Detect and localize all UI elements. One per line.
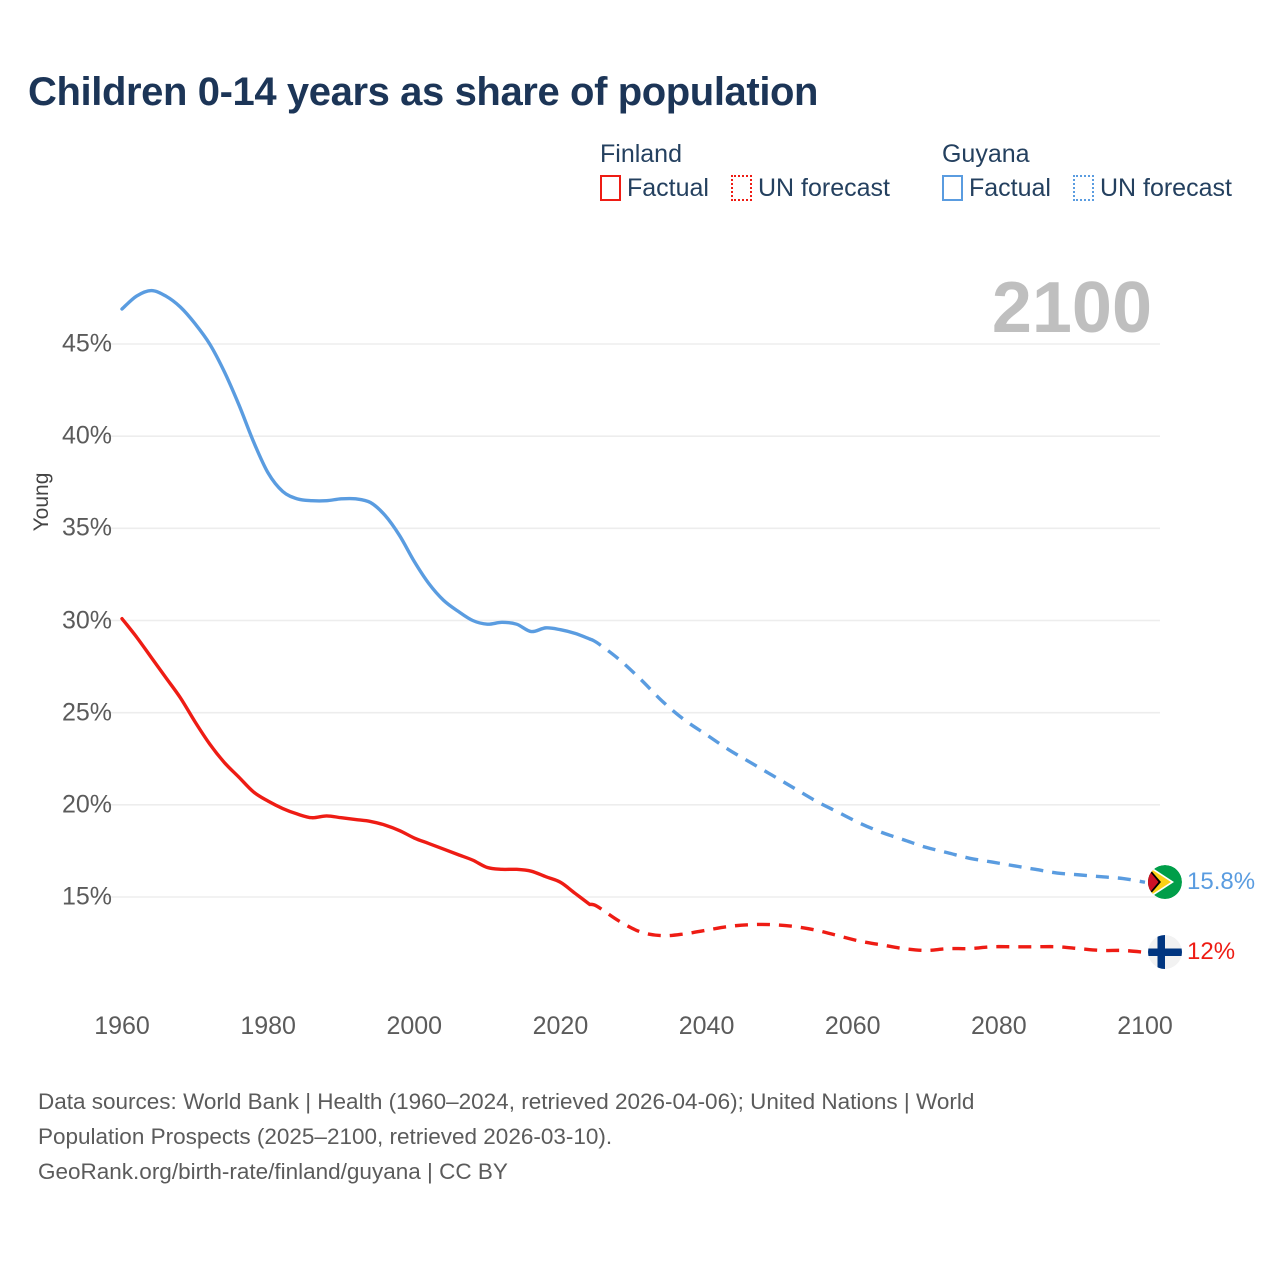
footer-notes: Data sources: World Bank | Health (1960–…: [38, 1084, 1238, 1189]
legend-swatch-dotted-icon: [1072, 175, 1094, 201]
legend-swatch-solid-icon: [600, 175, 621, 201]
year-watermark: 2100: [991, 268, 1152, 348]
x-tick-label: 1960: [94, 1012, 150, 1040]
guyana-flag-icon: [1148, 865, 1182, 900]
legend-item-finland-factual[interactable]: Factual: [600, 175, 709, 201]
legend-row-finland: Factual UN forecast: [600, 175, 890, 201]
y-tick-label: 25%: [61, 698, 112, 727]
legend-swatch-solid-icon: [941, 175, 963, 201]
x-tick-label: 2100: [1117, 1012, 1173, 1040]
legend-row-guyana: Factual UN forecast: [941, 173, 1232, 202]
legend-country-finland: Finland: [600, 140, 682, 168]
x-tick-label: 2060: [824, 1012, 881, 1040]
series-line-factual-guyana: [120, 288, 592, 641]
legend-label-finland-factual: Factual: [627, 173, 709, 202]
x-tick-label: 2080: [971, 1012, 1027, 1040]
page-title: Children 0-14 years as share of populati…: [28, 70, 819, 114]
legend-group-guyana: Guyana Factual UN forecast: [941, 140, 1232, 202]
legend-label-finland-forecast: UN forecast: [757, 173, 890, 202]
x-tick-label: 2020: [532, 1012, 589, 1040]
y-tick-label: 35%: [61, 513, 112, 542]
y-tick-label: 30%: [61, 606, 112, 634]
series-line-factual-finland: [120, 616, 592, 907]
x-tick-label: 2000: [386, 1012, 443, 1040]
y-axis-label: Young: [30, 472, 53, 532]
footer-line-1: Data sources: World Bank | Health (1960–…: [38, 1089, 975, 1114]
legend-item-guyana-forecast[interactable]: UN forecast: [1072, 173, 1232, 202]
legend-country-guyana: Guyana: [941, 140, 1030, 168]
x-tick-label: 1980: [240, 1012, 296, 1040]
guyana-end-value-label: 15.8%: [1187, 868, 1256, 896]
finland-flag-icon: [1148, 935, 1182, 970]
series-line-forecast-finland: [589, 902, 1146, 954]
footer-line-3[interactable]: GeoRank.org/birth-rate/finland/guyana | …: [38, 1159, 508, 1184]
y-tick-label: 45%: [61, 329, 112, 358]
legend-item-guyana-factual[interactable]: Factual: [941, 173, 1051, 202]
legend-label-guyana-forecast: UN forecast: [1099, 173, 1232, 202]
legend-group-finland: Finland Factual UN forecast: [600, 142, 890, 201]
chart-legend: Finland Factual UN forecast Guyana Factu…: [600, 142, 1232, 201]
footer-line-2: Population Prospects (2025–2100, retriev…: [38, 1124, 613, 1149]
legend-item-finland-forecast[interactable]: UN forecast: [730, 173, 890, 202]
x-tick-label: 2040: [678, 1012, 735, 1040]
y-tick-label: 15%: [61, 882, 112, 911]
y-tick-label: 20%: [61, 790, 112, 819]
series-line-forecast-guyana: [588, 637, 1146, 884]
legend-swatch-dotted-icon: [730, 175, 752, 201]
legend-label-guyana-factual: Factual: [968, 173, 1051, 202]
y-tick-label: 40%: [61, 421, 112, 450]
finland-end-value-label: 12%: [1187, 938, 1236, 966]
